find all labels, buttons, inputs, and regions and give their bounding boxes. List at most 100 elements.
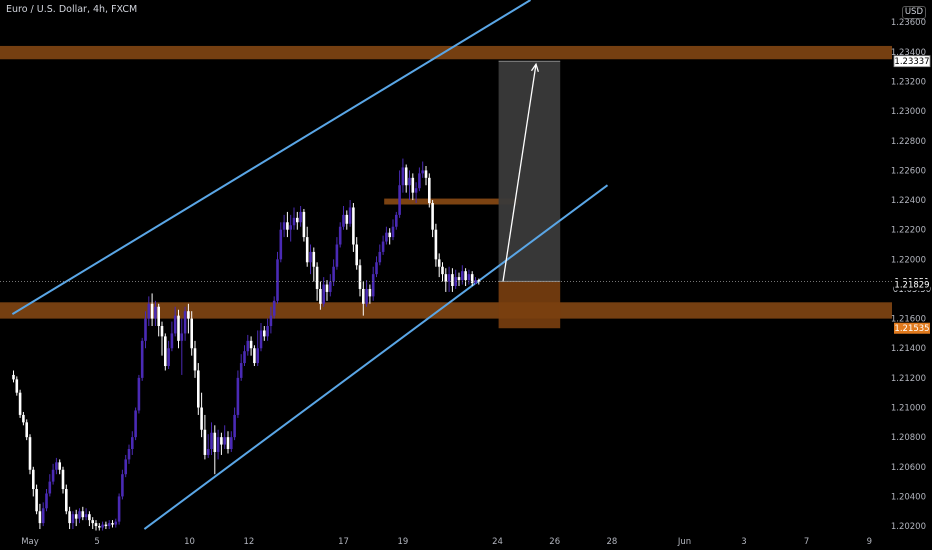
price-tag-box	[894, 322, 930, 334]
candle-body	[292, 217, 296, 226]
candle-body	[428, 177, 431, 204]
candle-body	[253, 348, 256, 364]
x-tick-label: 26	[549, 537, 560, 547]
candle-body	[226, 437, 230, 450]
candle-body	[144, 318, 147, 341]
candle-body	[157, 306, 160, 327]
candle-body	[299, 211, 302, 223]
candle-body	[101, 524, 104, 528]
candle-body	[124, 459, 127, 475]
candle-body	[170, 333, 174, 349]
candle-body	[230, 437, 233, 450]
candle-body	[378, 251, 382, 263]
candle-body	[272, 300, 276, 316]
symbol-title: Euro / U.S. Dollar, 4h, FXCM	[6, 4, 138, 15]
candle-body	[197, 370, 200, 408]
candle-body	[35, 489, 38, 512]
x-tick-label: 19	[397, 537, 408, 547]
y-tick-label: 1.23200	[891, 78, 926, 88]
x-tick-label: 24	[492, 537, 503, 547]
candle-body	[266, 326, 269, 337]
candle-body	[18, 392, 22, 415]
y-tick-label: 1.21400	[891, 344, 926, 354]
candle-body	[84, 514, 88, 518]
candle-body	[220, 437, 223, 445]
candle-body	[388, 232, 391, 238]
candle-body	[55, 462, 58, 470]
candle-body	[111, 523, 114, 525]
candle-body	[32, 469, 35, 490]
candle-body	[256, 348, 259, 364]
candles-layer	[12, 158, 481, 531]
candle-body	[81, 511, 85, 518]
candle-body	[190, 318, 193, 349]
candle-body	[38, 511, 42, 524]
candle-body	[296, 217, 299, 223]
candle-body	[98, 526, 101, 528]
currency-button[interactable]: USD	[901, 6, 926, 19]
candle-body	[309, 251, 312, 263]
candle-body	[107, 523, 111, 527]
candle-body	[150, 303, 154, 319]
candle-body	[177, 315, 180, 341]
candle-body	[371, 274, 375, 297]
candle-body	[71, 514, 75, 524]
candle-body	[137, 377, 141, 411]
x-tick-label: 17	[338, 537, 349, 547]
y-tick-label: 1.23600	[891, 18, 926, 28]
candle-body	[282, 222, 286, 230]
candle-body	[454, 277, 457, 287]
candle-body	[418, 173, 421, 189]
candle-body	[74, 514, 78, 519]
candle-body	[65, 489, 68, 512]
candle-body	[200, 407, 203, 430]
candle-body	[451, 274, 454, 287]
zones-layer	[0, 45, 892, 319]
candle-body	[461, 271, 464, 281]
candle-body	[216, 437, 220, 452]
candle-body	[160, 326, 164, 337]
target-arrow-head	[530, 62, 539, 73]
candle-body	[398, 185, 401, 215]
candle-body	[263, 330, 266, 337]
candle-body	[424, 170, 428, 178]
y-tick-label: 1.20400	[891, 492, 926, 502]
candle-body	[381, 241, 385, 252]
price-tag-label: 1.21829	[894, 281, 929, 291]
candle-body	[147, 303, 151, 319]
y-tick-label: 1.22000	[891, 255, 926, 265]
channel-upper-line[interactable]	[11, 0, 532, 316]
price-tag-box	[893, 55, 931, 68]
candle-body	[355, 244, 358, 266]
candle-body	[335, 244, 339, 267]
candle-body	[421, 170, 424, 174]
candle-body	[305, 237, 309, 263]
y-tick-label: 1.22200	[891, 226, 926, 236]
x-tick-label: 28	[606, 537, 617, 547]
resistance-zone[interactable]	[0, 45, 892, 60]
candle-body	[45, 493, 48, 509]
stop-box[interactable]	[498, 281, 561, 329]
candle-body	[88, 514, 91, 521]
range-top-zone[interactable]	[384, 198, 519, 205]
candle-body	[441, 266, 444, 275]
candle-body	[444, 274, 448, 282]
channel-lower-line[interactable]	[143, 184, 609, 530]
candle-body	[401, 167, 405, 186]
candle-body	[322, 284, 325, 304]
candle-body	[325, 284, 329, 292]
candle-body	[25, 422, 28, 438]
candle-body	[276, 259, 279, 301]
candle-body	[117, 496, 121, 522]
price-axis: 1.20200 1.20400 1.20600 1.20800 1.21000 1.212…	[891, 18, 931, 532]
price-tag-box	[894, 279, 930, 291]
support-zone[interactable]	[0, 302, 892, 319]
y-tick-label: 1.20600	[891, 463, 926, 473]
candle-body	[259, 330, 263, 349]
target-arrow-line[interactable]	[502, 64, 537, 282]
candle-body	[154, 306, 157, 319]
candle-body	[464, 271, 467, 281]
candle-body	[408, 177, 411, 186]
candle-body	[15, 379, 19, 393]
